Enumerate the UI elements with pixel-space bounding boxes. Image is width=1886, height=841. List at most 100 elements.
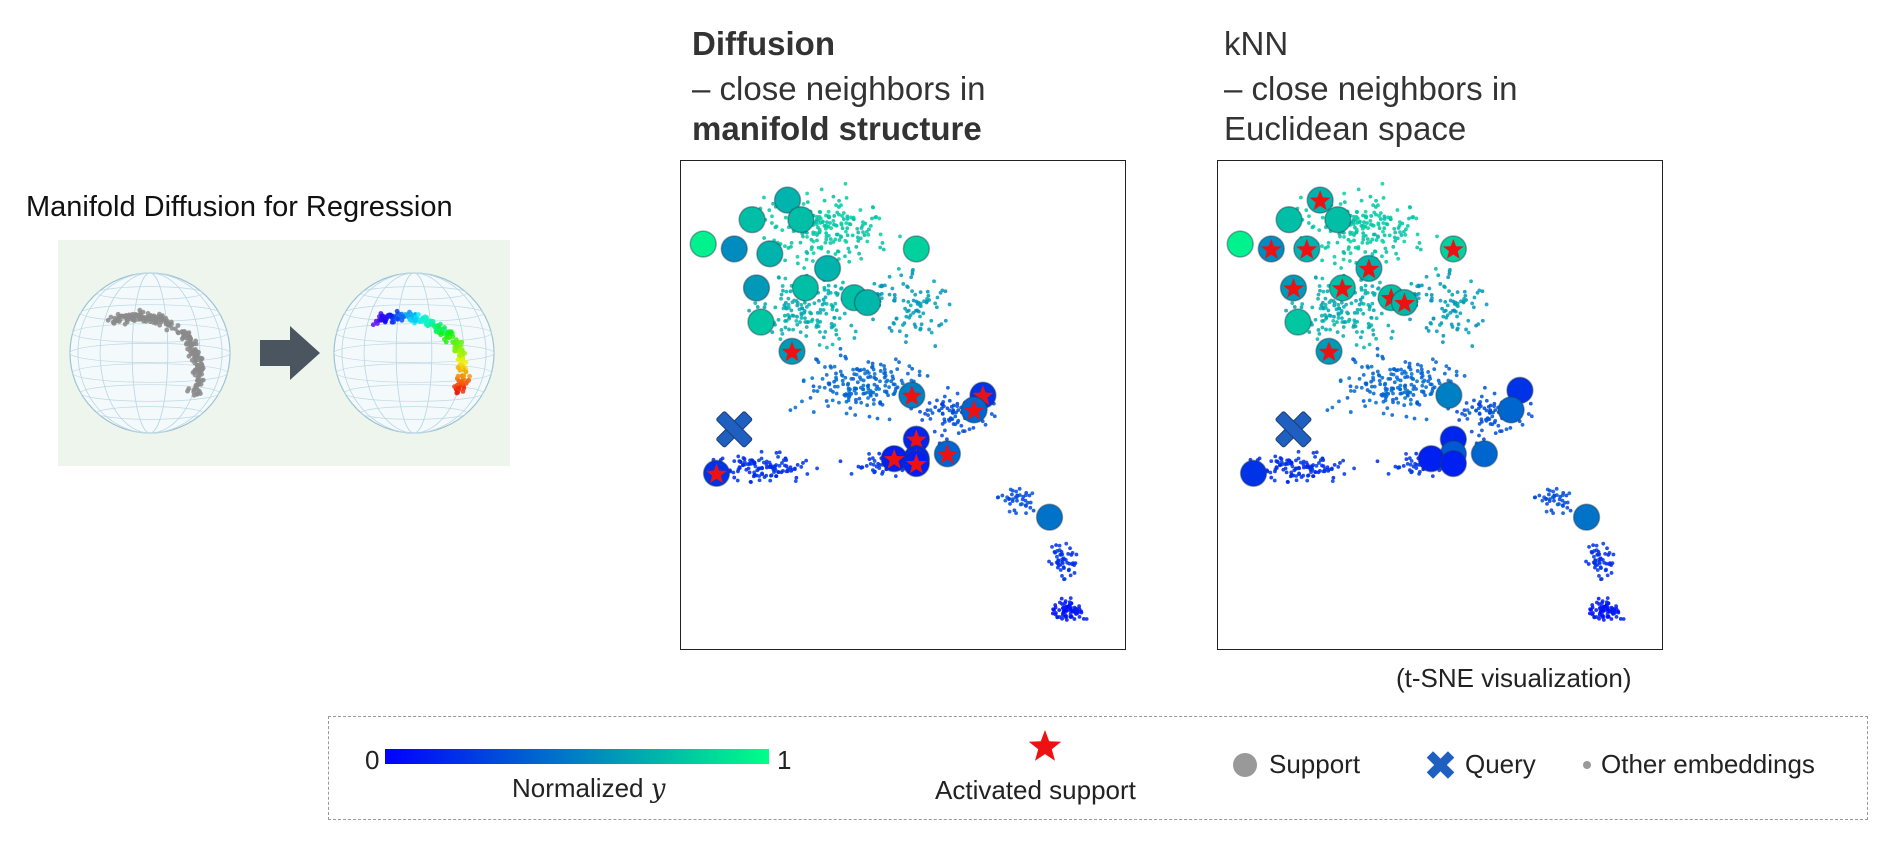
embedding-dot [780, 228, 785, 232]
embedding-dot [1066, 551, 1071, 556]
embedding-dot [1440, 340, 1445, 345]
embedding-dot [1327, 313, 1332, 318]
embedding-dot [1544, 497, 1548, 501]
embedding-dot [786, 296, 791, 301]
embedding-dot [779, 328, 784, 332]
embedding-dot [804, 458, 809, 463]
embedding-dot [864, 464, 869, 468]
embedding-dot [1558, 494, 1563, 499]
embedding-dot [1369, 364, 1374, 369]
embedding-dot [1448, 267, 1452, 272]
embedding-dot [929, 330, 934, 335]
embedding-dot [1383, 246, 1388, 251]
embedding-dot [1444, 364, 1449, 369]
embedding-dot [1381, 221, 1386, 225]
embedding-dot [823, 365, 827, 369]
embedding-dot [1441, 314, 1446, 319]
embedding-dot [1405, 224, 1410, 228]
embedding-dot [847, 394, 852, 398]
embedding-dot [830, 304, 835, 309]
embedding-dot [1599, 566, 1603, 570]
embedding-dot [1478, 400, 1483, 404]
embedding-dot [829, 226, 834, 230]
embedding-dot [1598, 609, 1603, 614]
embedding-dot [1463, 413, 1467, 418]
activated-support-star [963, 399, 985, 420]
embedding-dot [911, 298, 916, 303]
embedding-dot [815, 238, 819, 243]
embedding-dot [917, 369, 922, 374]
embedding-dot [1305, 463, 1310, 467]
embedding-dot [1603, 551, 1608, 556]
embedding-dot [1438, 298, 1443, 303]
embedding-dot [983, 422, 988, 427]
embedding-dot [892, 391, 897, 396]
embedding-dot [861, 378, 866, 383]
embedding-dot [770, 330, 775, 335]
embedding-dot [1064, 541, 1069, 546]
embedding-dot [1442, 309, 1447, 314]
embedding-dot [817, 298, 821, 303]
embedding-dot [1337, 231, 1342, 236]
embedding-dot [1380, 375, 1385, 380]
embedding-dot [1595, 600, 1599, 605]
embedding-dot [819, 187, 824, 192]
support-point [738, 205, 766, 234]
embedding-dot [828, 241, 833, 245]
embedding-dot [1381, 356, 1385, 361]
embedding-dot [1358, 297, 1363, 302]
embedding-dot [1423, 393, 1427, 398]
embedding-dot [1363, 250, 1368, 254]
embedding-dot [1305, 478, 1310, 483]
embedding-dot [1434, 329, 1439, 334]
activated-support-star [781, 341, 803, 362]
embedding-dot [799, 316, 804, 320]
embedding-dot [1441, 333, 1446, 338]
embedding-dot [1609, 571, 1614, 575]
embedding-dot [1407, 216, 1411, 221]
embedding-dot [1377, 226, 1382, 231]
embedding-dot [854, 391, 858, 396]
embedding-dot [947, 398, 952, 403]
embedding-dot [1336, 465, 1341, 469]
embedding-dot [847, 388, 851, 393]
embedding-dot [1363, 209, 1368, 214]
embedding-dot [1381, 411, 1386, 416]
embedding-dot [855, 235, 860, 240]
embedding-dot [1392, 235, 1397, 240]
support-point [1284, 308, 1312, 336]
embedding-dot [1352, 466, 1356, 471]
embedding-dot [893, 296, 897, 301]
embedding-dot [812, 301, 817, 306]
embedding-dot [824, 372, 829, 377]
support-point [902, 235, 931, 263]
embedding-dot [1361, 301, 1366, 306]
embedding-dot [1320, 244, 1324, 249]
embedding-dot [1357, 377, 1362, 381]
embedding-dot [810, 376, 815, 381]
support-point [1226, 230, 1254, 258]
embedding-dot [1306, 221, 1311, 225]
embedding-dot [1372, 293, 1377, 297]
embedding-dot [1424, 385, 1428, 390]
embedding-dot [1316, 292, 1321, 297]
embedding-dot [1487, 417, 1492, 422]
embedding-dot [837, 400, 841, 405]
embedding-dot [1463, 293, 1468, 298]
embedding-dot [1392, 226, 1397, 231]
embedding-dot [1370, 223, 1375, 228]
embedding-dot [880, 469, 885, 474]
embedding-dot [847, 250, 852, 254]
embedding-dot [1484, 418, 1489, 423]
activated-support-star [1260, 238, 1282, 259]
embedding-dot [926, 293, 931, 298]
embedding-dot [861, 387, 865, 392]
embedding-dot [783, 319, 788, 323]
embedding-dot [1430, 474, 1435, 479]
embedding-dot [1289, 473, 1294, 478]
embedding-dot [885, 378, 890, 383]
embedding-dot [1378, 280, 1382, 285]
embedding-dot [871, 402, 876, 406]
embedding-dot [862, 233, 867, 237]
embedding-dot [1315, 337, 1320, 341]
